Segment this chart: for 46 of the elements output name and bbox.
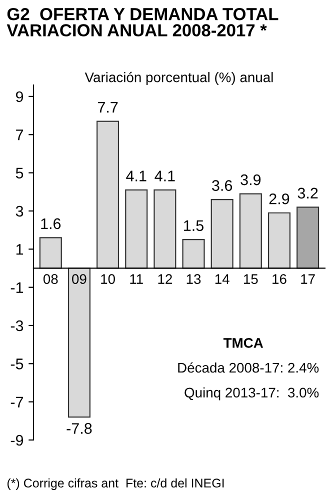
x-tick-label: 11 [130,274,143,284]
bar [68,268,90,418]
data-label: 1.6 [41,218,61,230]
y-tick-label: 9 [16,91,24,102]
bar [39,237,62,269]
bar [182,239,205,269]
text: (*) Corrige cifras ant Fte: c/d del INEGI [7,478,224,490]
x-tick-label: 13 [186,274,201,284]
y-tick-label: -9 [10,434,24,446]
bar [239,193,262,269]
data-label: -7.8 [66,423,92,434]
data-label: 2.9 [269,193,290,204]
data-label: 7.7 [98,102,118,113]
y-tick-label: 3 [16,206,24,217]
bar [268,212,290,269]
x-tick-label: 16 [272,274,286,284]
data-label: 3.2 [298,188,318,199]
y-tick-label: -7 [10,396,24,408]
y-tick-label: 1 [16,244,24,255]
x-tick-label: 17 [301,274,315,284]
data-label: 4.1 [154,170,175,182]
data-label: 1.5 [184,220,204,232]
bar [154,189,176,269]
chart-subtitle: Variación porcentual (%) anual [84,72,273,85]
x-tick-label: 15 [244,274,258,284]
annotation: Quinq 2013-17: 3.0% [184,387,319,400]
bar [125,189,148,269]
y-tick-label: 5 [16,168,24,178]
bar [96,120,120,269]
x-tick-label: 08 [43,274,58,284]
y-tick-label: -1 [10,282,24,293]
chart-title: G2 OFERTA Y DEMANDA TOTAL VARIACION ANUAL 2008-2017 * [6,8,278,36]
annotation: TMCA [223,338,264,348]
data-label: 3.6 [212,180,232,191]
annotation: Década 2008-17: 2.4% [178,362,319,373]
data-label: 3.9 [240,174,261,186]
y-tick-label: -5 [10,358,24,370]
data-label: 4.1 [126,170,146,182]
bar [296,206,320,269]
x-tick-label: 12 [158,274,172,284]
y-tick-label: -3 [10,320,24,332]
x-tick-label: 10 [101,274,115,284]
y-tick-label: 7 [16,130,24,140]
x-tick-label: 14 [215,274,230,284]
x-tick-label: 09 [72,274,86,284]
bar [210,198,234,269]
